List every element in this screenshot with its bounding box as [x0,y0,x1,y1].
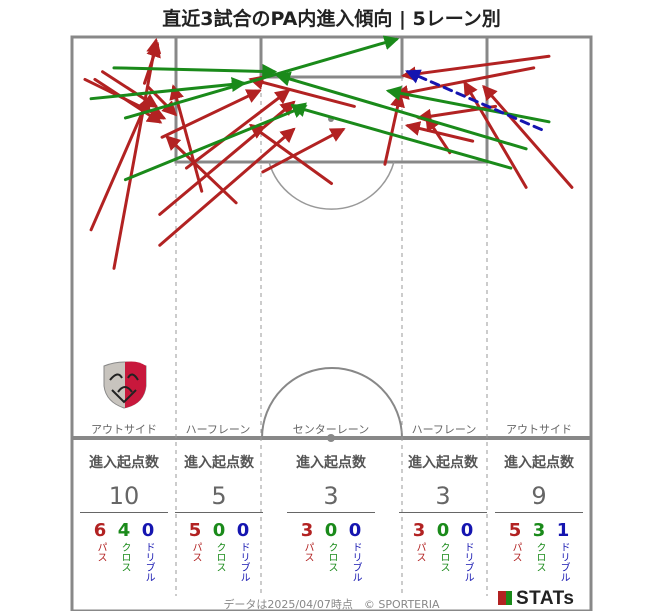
stat-pass-label: パス [95,542,106,562]
footer-note: データは2025/04/07時点 © SPORTERIA [223,598,440,611]
stat-cross-label: クロス [534,542,545,572]
pitch-lines [70,35,593,611]
brand-logo: STATs [498,588,574,610]
stat-cross: 0 [436,520,450,541]
stat-header: 進入起点数 [89,455,159,471]
pass-arrow [248,75,356,108]
stat-header: 進入起点数 [504,455,574,471]
pass-arrow [184,89,291,170]
lane-label-half-right: ハーフレーン [411,423,477,436]
stat-pass: 5 [508,520,522,541]
stat-cross: 0 [212,520,226,541]
stat-pass: 3 [412,520,426,541]
stat-pass: 6 [93,520,107,541]
dribble-arrow [405,69,543,132]
stat-total: 5 [175,482,263,513]
cross-arrow [112,63,278,79]
stat-pass-label: パス [414,542,425,562]
entry-arrows [83,35,574,270]
stat-total: 3 [399,482,487,513]
stat-dribble-label: ドリブル [558,542,569,582]
lane-stat-center: 進入起点数 3 3 パス 0 クロス 0 ドリブル [287,452,375,582]
club-logo [103,361,147,409]
chart-title: 直近3試合のPA内進入傾向 | 5レーン別 [162,8,501,30]
cross-arrow [123,35,400,120]
stat-dribble-label: ドリブル [143,542,154,582]
stat-cross: 0 [324,520,338,541]
lane-label-half-left: ハーフレーン [185,423,251,436]
stat-header: 進入起点数 [408,455,478,471]
cross-arrow [123,103,308,182]
pass-arrow [112,37,162,270]
pass-arrow [482,84,574,189]
stat-pass: 3 [300,520,314,541]
stat-cross: 4 [117,520,131,541]
stat-dribble: 0 [236,520,250,541]
lane-stat-half-right: 進入起点数 3 3 パス 0 クロス 0 ドリブル [399,452,487,582]
stat-dribble-label: ドリブル [350,542,361,582]
cross-arrow [275,71,528,151]
stat-pass-label: パス [302,542,313,562]
stat-dribble: 0 [348,520,362,541]
pass-arrow [169,84,204,193]
stat-cross-label: クロス [214,542,225,572]
pass-arrow [404,121,475,143]
pass-arrow [143,41,161,85]
stat-cross-label: クロス [326,542,337,572]
pass-arrow [393,66,536,100]
stat-pass-label: パス [190,542,201,562]
pass-arrow [383,91,405,166]
center-circle [261,367,403,439]
lane-label-outside-left: アウトサイド [91,423,157,436]
pass-arrow [401,54,551,82]
cross-arrow [290,102,513,170]
lane-dividers [175,77,488,596]
pass-arrow [248,123,333,186]
lane-stat-outside-left: 進入起点数 10 6 パス 4 クロス 0 ドリブル [80,452,168,582]
stat-header: 進入起点数 [184,455,254,471]
pass-arrow [160,89,262,139]
lane-label-outside-right: アウトサイド [506,423,572,436]
pass-arrow [158,127,296,247]
pass-arrow [89,95,151,232]
pass-arrow [261,128,346,174]
pass-arrow [425,115,452,155]
cross-arrow [385,85,551,124]
center-spot [327,434,335,442]
goal-area [259,35,404,79]
stat-header: 進入起点数 [296,455,366,471]
stat-dribble-label: ドリブル [462,542,473,582]
penalty-arc [268,161,395,210]
pass-arrow [101,70,159,109]
stat-dribble: 0 [141,520,155,541]
lane-label-center: センターレーン [292,423,370,436]
stat-dribble: 0 [460,520,474,541]
lane-stat-outside-right: 進入起点数 9 5 パス 3 クロス 1 ドリブル [495,452,583,582]
stat-cross-label: クロス [438,542,449,572]
stat-pass: 5 [188,520,202,541]
brand-text: STATs [516,588,575,609]
stat-cross-label: クロス [119,542,130,572]
stat-total: 10 [80,482,168,513]
lane-stat-half-left: 進入起点数 5 5 パス 0 クロス 0 ドリブル [175,452,263,582]
stat-pass-label: パス [510,542,521,562]
cross-arrow [89,77,247,101]
stat-dribble-label: ドリブル [238,542,249,582]
pass-arrow [165,135,238,205]
stat-cross: 3 [532,520,546,541]
stat-total: 9 [495,482,583,513]
brand-mark-icon [498,591,506,605]
stat-dribble: 1 [556,520,570,541]
stat-total: 3 [287,482,375,513]
